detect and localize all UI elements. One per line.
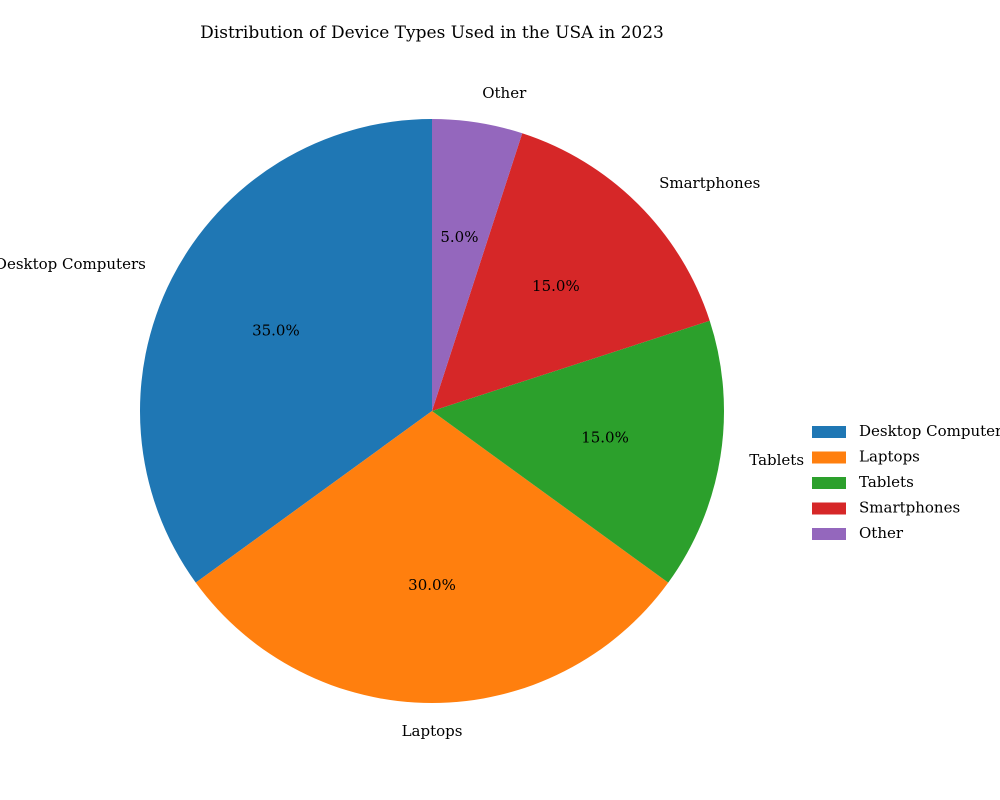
legend-swatch-tablets: [812, 477, 846, 489]
pie-slice-smartphones: [432, 133, 710, 411]
slice-label-tablets: Tablets: [749, 451, 804, 469]
legend-swatch-laptops: [812, 451, 846, 464]
slice-labels: Desktop Computers Laptops Tablets Smartphon…: [0, 84, 804, 740]
pie-slice-laptops: [195, 411, 669, 703]
legend-label-other: Other: [859, 524, 904, 542]
legend-swatch-other: [812, 528, 846, 540]
percent-label-smartphones: 15.0%: [532, 277, 580, 295]
percent-label-tablets: 15.0%: [581, 428, 629, 446]
legend-label-tablets: Tablets: [859, 473, 914, 491]
percent-label-laptops: 30.0%: [408, 576, 456, 594]
legend-swatch-desktop-computers: [812, 426, 846, 438]
slice-label-laptops: Laptops: [402, 722, 463, 740]
slice-label-desktop-computers: Desktop Computers: [0, 255, 146, 273]
legend-swatch-smartphones: [812, 502, 846, 515]
percent-label-other: 5.0%: [440, 228, 478, 246]
legend-label-smartphones: Smartphones: [859, 499, 960, 517]
slice-label-other: Other: [482, 84, 527, 102]
legend-label-laptops: Laptops: [859, 448, 920, 466]
chart-title: Distribution of Device Types Used in the…: [200, 23, 664, 43]
slice-label-smartphones: Smartphones: [659, 174, 760, 192]
legend-label-desktop-computers: Desktop Computers: [859, 422, 1000, 440]
legend: Desktop Computers Laptops Tablets Smartphon…: [812, 422, 1000, 542]
pie-slice-desktop-computers: [140, 119, 432, 583]
pie-slice-tablets: [432, 320, 724, 583]
percent-label-desktop-computers: 35.0%: [252, 321, 300, 339]
pie-slices: [140, 119, 724, 703]
pie-slice-other: [432, 119, 523, 411]
percent-labels: 35.0% 30.0% 15.0% 15.0% 5.0%: [252, 228, 629, 594]
